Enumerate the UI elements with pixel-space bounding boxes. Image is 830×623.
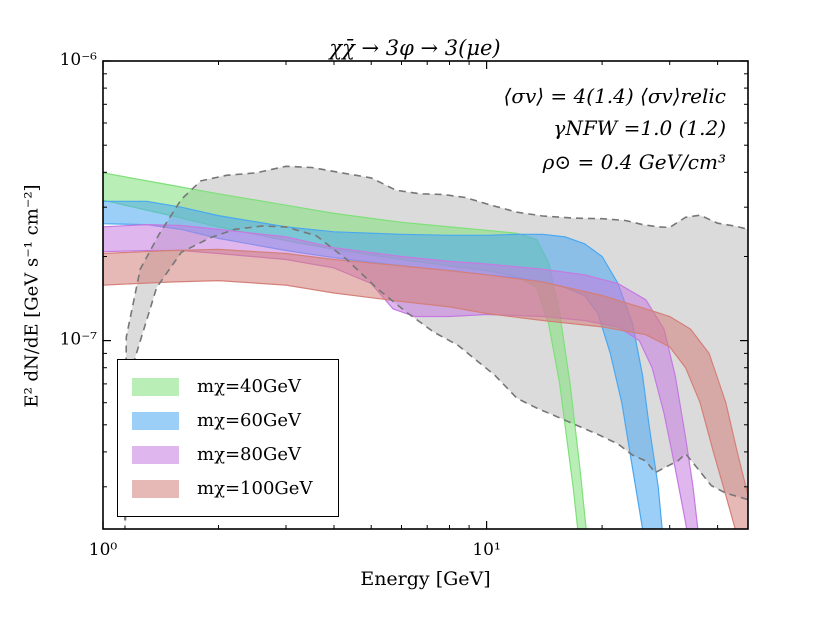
annotation-cross-section: ⟨σv⟩ = 4(1.4) ⟨σv⟩relic: [503, 84, 726, 108]
legend: mχ=40GeV mχ=60GeV mχ=80GeV mχ=100GeV: [117, 359, 339, 517]
legend-swatch-80gev: [132, 446, 179, 464]
data-envelope-lower-line: [124, 225, 748, 529]
x-tick-label-0: 10⁰: [89, 540, 118, 560]
legend-item-60gev: mχ=60GeV: [132, 410, 332, 432]
axis-layer: [102, 60, 749, 530]
y-axis-label: E² dN/dE [GeV s⁻¹ cm⁻²]: [21, 184, 43, 408]
plot-frame: [102, 60, 749, 530]
legend-item-100gev: mχ=100GeV: [132, 478, 332, 500]
annotation-local-density: ρ⊙ = 0.4 GeV/cm³: [542, 150, 726, 174]
legend-item-80gev: mχ=80GeV: [132, 444, 332, 466]
y-tick-label-1: 10⁻⁶: [60, 50, 98, 70]
x-axis-label: Energy [GeV]: [360, 568, 491, 590]
tick-label-layer: 10⁰ 10¹ 10⁻⁷ 10⁻⁶: [60, 50, 501, 560]
annotation-gamma-nfw: γNFW =1.0 (1.2): [553, 116, 726, 140]
y-tick-label-0: 10⁻⁷: [60, 330, 98, 350]
legend-label-80gev: mχ=80GeV: [197, 444, 301, 465]
x-tick-label-1: 10¹: [472, 540, 500, 560]
chart-title: χχ̄ → 3φ → 3(μe): [329, 36, 501, 60]
legend-swatch-60gev: [132, 412, 179, 430]
data-envelope-upper-line: [124, 165, 748, 529]
legend-item-40gev: mχ=40GeV: [132, 376, 332, 398]
plot-layer: [103, 165, 748, 529]
legend-swatch-40gev: [132, 378, 179, 396]
legend-swatch-100gev: [132, 480, 179, 498]
legend-label-100gev: mχ=100GeV: [197, 478, 313, 499]
legend-label-40gev: mχ=40GeV: [197, 376, 301, 397]
legend-label-60gev: mχ=60GeV: [197, 410, 301, 431]
